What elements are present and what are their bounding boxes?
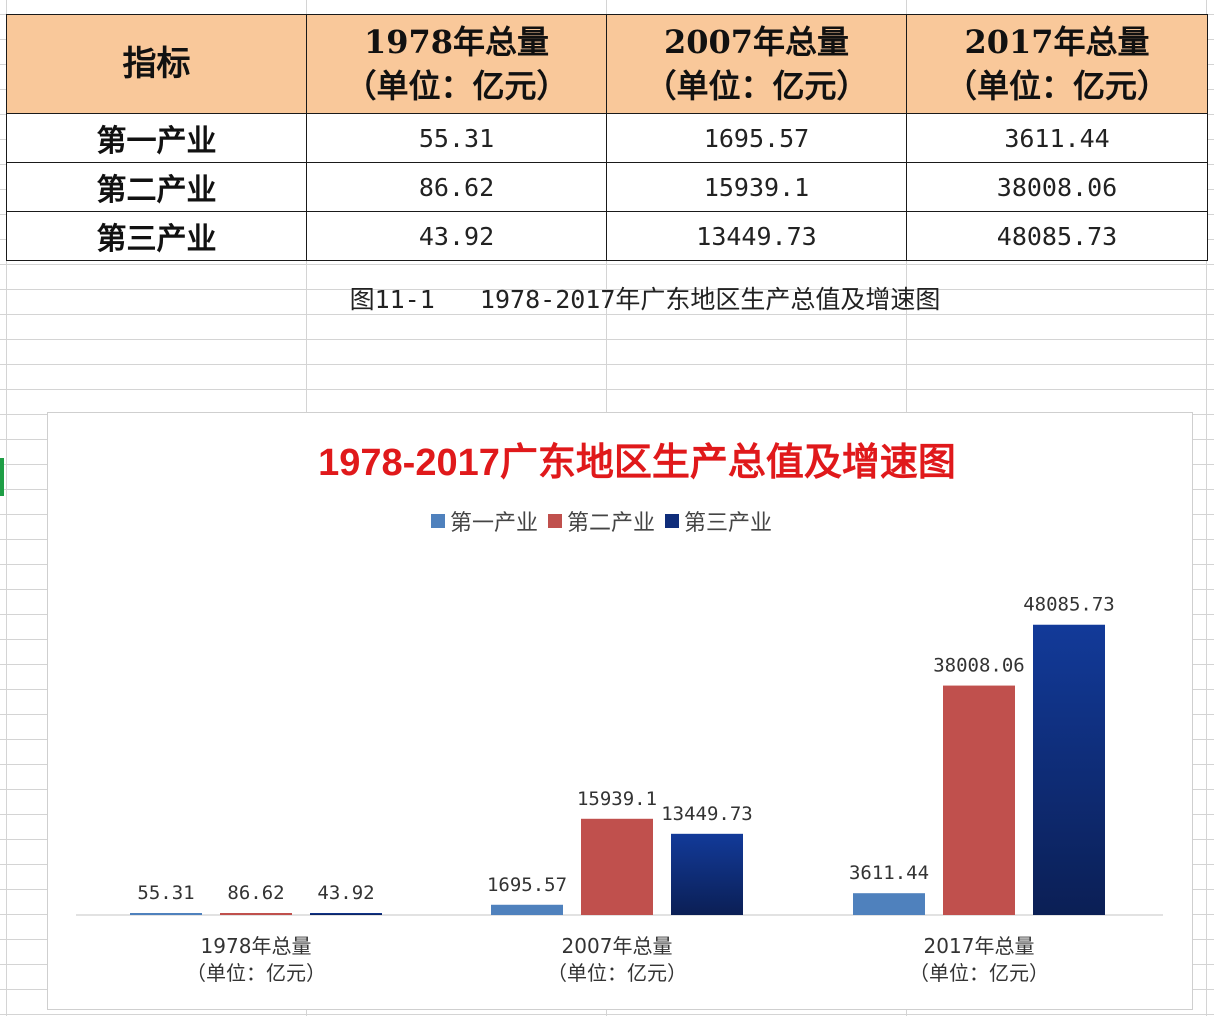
table-header-row: 指标 1978年总量 （单位：亿元） 2007年总量 （单位：亿元） 2017年… — [6, 14, 1208, 114]
legend-item: 第三产业 — [665, 505, 772, 537]
data-label: 13449.73 — [661, 803, 753, 825]
category-label: （单位：亿元） — [547, 961, 687, 985]
header-col-line2: （单位：亿元） — [944, 67, 1169, 105]
bar[interactable] — [220, 913, 292, 915]
data-label: 86.62 — [227, 882, 284, 904]
data-label: 48085.73 — [1023, 594, 1115, 616]
category-label: （单位：亿元） — [909, 961, 1049, 985]
chart-container[interactable]: 1978-2017广东地区生产总值及增速图 第一产业 第二产业 第三产业 55.… — [47, 412, 1193, 1010]
data-label: 38008.06 — [933, 655, 1025, 677]
chart-legend[interactable]: 第一产业 第二产业 第三产业 — [431, 506, 772, 536]
chart-plot-area: 55.31 1695.57 3611.44 86.62 15939.1 38008.06 4… — [76, 594, 1163, 985]
data-label: 3611.44 — [849, 862, 929, 884]
table-cell[interactable]: 55.31 — [306, 113, 607, 163]
table-row: 第三产业 43.92 13449.73 48085.73 — [6, 211, 1208, 261]
header-col-2007[interactable]: 2007年总量 （单位：亿元） — [606, 14, 907, 114]
bar[interactable] — [943, 685, 1015, 915]
header-col-line1: 2007年总量 — [663, 23, 850, 61]
bar[interactable] — [491, 904, 563, 915]
legend-swatch — [548, 514, 563, 528]
bar[interactable] — [130, 913, 202, 915]
header-col-line1: 1978年总量 — [363, 23, 550, 61]
bar[interactable] — [310, 913, 382, 915]
data-label: 15939.1 — [577, 788, 657, 810]
legend-item: 第二产业 — [548, 505, 655, 537]
table-cell[interactable]: 1695.57 — [606, 113, 907, 163]
legend-label: 第三产业 — [684, 511, 773, 536]
table-cell[interactable]: 43.92 — [306, 211, 607, 261]
row-label[interactable]: 第三产业 — [6, 211, 307, 261]
bar[interactable] — [1033, 624, 1105, 915]
selection-marker — [0, 458, 4, 496]
row-label[interactable]: 第二产业 — [6, 162, 307, 212]
data-table: 指标 1978年总量 （单位：亿元） 2007年总量 （单位：亿元） 2017年… — [6, 14, 1208, 261]
bar[interactable] — [581, 818, 653, 915]
data-label: 1695.57 — [487, 874, 567, 896]
chart-title[interactable]: 1978-2017广东地区生产总值及增速图 — [318, 442, 956, 484]
category-label: 2007年总量 — [562, 934, 673, 958]
table-cell[interactable]: 48085.73 — [906, 211, 1208, 261]
row-label[interactable]: 第一产业 — [6, 113, 307, 163]
header-col-line2: （单位：亿元） — [644, 67, 869, 105]
data-label: 43.92 — [317, 882, 374, 904]
data-label: 55.31 — [137, 882, 194, 904]
figure-caption: 图11-1 1978-2017年广东地区生产总值及增速图 — [349, 285, 941, 314]
table-cell[interactable]: 13449.73 — [606, 211, 907, 261]
legend-swatch — [665, 514, 680, 528]
legend-item: 第一产业 — [431, 505, 538, 537]
table-row: 第一产业 55.31 1695.57 3611.44 — [6, 113, 1208, 163]
table-cell[interactable]: 15939.1 — [606, 162, 907, 212]
bar[interactable] — [671, 833, 743, 915]
legend-label: 第一产业 — [450, 511, 539, 536]
category-label: 2017年总量 — [924, 934, 1035, 958]
table-cell[interactable]: 38008.06 — [906, 162, 1208, 212]
bar[interactable] — [853, 893, 925, 915]
header-indicator[interactable]: 指标 — [6, 14, 307, 114]
category-label: （单位：亿元） — [186, 961, 326, 985]
table-cell[interactable]: 3611.44 — [906, 113, 1208, 163]
header-col-line2: （单位：亿元） — [344, 67, 569, 105]
legend-swatch — [431, 514, 445, 528]
header-col-2017[interactable]: 2017年总量 （单位：亿元） — [906, 14, 1208, 114]
category-label: 1978年总量 — [201, 934, 312, 958]
table-cell[interactable]: 86.62 — [306, 162, 607, 212]
header-col-line1: 2017年总量 — [964, 23, 1150, 61]
legend-label: 第二产业 — [567, 511, 656, 536]
table-row: 第二产业 86.62 15939.1 38008.06 — [6, 162, 1208, 212]
header-col-1978[interactable]: 1978年总量 （单位：亿元） — [306, 14, 607, 114]
